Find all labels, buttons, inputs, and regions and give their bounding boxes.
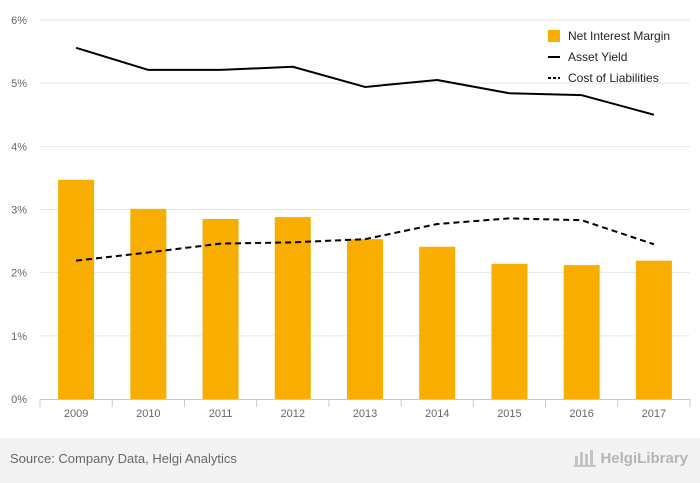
bar xyxy=(274,217,311,399)
y-tick-label: 4% xyxy=(11,141,27,153)
y-tick-label: 6% xyxy=(11,15,27,27)
x-tick-label: 2014 xyxy=(425,408,449,420)
line-series xyxy=(75,46,655,262)
source-note: Source: Company Data, Helgi Analytics xyxy=(10,451,237,466)
chart-svg: 0% 1% 2% 3% 4% 5% 6% 2009 2010 2011 2012 2013 2014 20… xyxy=(11,15,691,420)
y-tick-label: 5% xyxy=(11,78,27,90)
x-tick-label: 2009 xyxy=(64,408,88,420)
axes: 0% 1% 2% 3% 4% 5% 6% 2009 2010 2011 2012 2013 2014 20… xyxy=(11,15,691,420)
x-tick-label: 2010 xyxy=(136,408,160,420)
bar xyxy=(130,208,167,399)
x-tick-label: 2017 xyxy=(642,408,666,420)
brand-name: HelgiLibrary xyxy=(600,449,688,467)
x-tick-label: 2013 xyxy=(353,408,377,420)
x-tick-label: 2012 xyxy=(281,408,305,420)
legend-swatch xyxy=(548,30,560,42)
y-tick-label: 1% xyxy=(11,331,27,343)
bar xyxy=(491,263,528,399)
x-tick-label: 2016 xyxy=(569,408,593,420)
y-tick-label: 2% xyxy=(11,268,27,280)
bar xyxy=(347,239,383,399)
bar xyxy=(58,179,95,399)
bar xyxy=(563,265,600,399)
bar xyxy=(419,246,456,399)
brand-logo[interactable]: HelgiLibrary xyxy=(574,449,688,467)
y-tick-label: 3% xyxy=(11,205,27,217)
bar xyxy=(202,218,239,399)
x-tick-label: 2011 xyxy=(209,408,233,420)
legend-label: Cost of Liabilities xyxy=(568,71,659,85)
asset-yield-line xyxy=(75,46,655,116)
legend: Net Interest Margin Asset Yield Cost of Li… xyxy=(548,29,670,85)
x-tick-label: 2015 xyxy=(497,408,521,420)
library-icon xyxy=(574,450,597,467)
legend-label: Asset Yield xyxy=(568,50,627,64)
bar xyxy=(635,260,672,399)
cost-of-liabilities-line xyxy=(75,217,655,262)
legend-label: Net Interest Margin xyxy=(568,29,670,43)
y-tick-label: 0% xyxy=(11,394,27,406)
bar-series xyxy=(58,179,672,399)
